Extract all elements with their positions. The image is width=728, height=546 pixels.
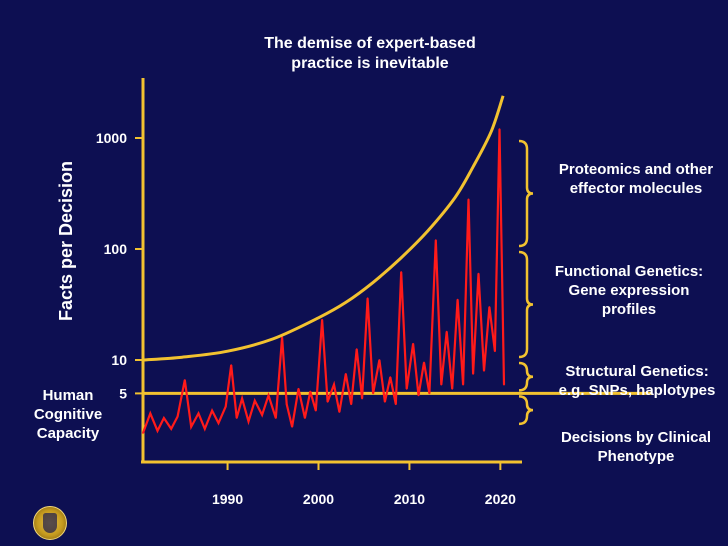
spike-point-48 xyxy=(434,239,437,242)
series-facts-spikes xyxy=(141,129,506,434)
spike-point-25 xyxy=(304,417,306,419)
spike-point-6 xyxy=(183,379,186,381)
university-seal-logo xyxy=(33,506,67,540)
annotation-clinical-line-1: Decisions by Clinical xyxy=(560,429,712,446)
y-tick-label-1000: 1000 xyxy=(96,130,127,146)
x-tick-label-2000: 2000 xyxy=(303,491,334,507)
spike-point-42 xyxy=(400,271,403,273)
annotation-proteomics-line-2: effector molecules xyxy=(569,180,703,197)
spike-point-22 xyxy=(285,403,288,406)
y-tick-label-5: 5 xyxy=(119,385,127,401)
spike-point-11 xyxy=(217,422,220,424)
spike-point-52 xyxy=(456,298,459,301)
annotation-structural-line-1: Structural Genetics: xyxy=(565,363,709,380)
spike-point-19 xyxy=(267,394,270,397)
spike-point-1 xyxy=(149,412,152,415)
x-tick-label-2020: 2020 xyxy=(485,491,516,507)
annotation-structural-line-2: e.g. SNPs, haplotypes xyxy=(558,382,716,399)
spike-point-30 xyxy=(333,383,335,386)
spike-point-47 xyxy=(428,392,431,395)
annotation-functional-line-3: profiles xyxy=(601,301,657,318)
spike-point-41 xyxy=(394,403,397,406)
y-tick-label-100: 100 xyxy=(104,241,128,257)
spike-point-49 xyxy=(440,383,443,386)
spike-point-43 xyxy=(405,387,408,390)
spike-point-45 xyxy=(417,394,420,397)
spike-point-7 xyxy=(190,425,193,428)
spike-point-46 xyxy=(423,361,425,364)
spike-point-54 xyxy=(467,198,470,201)
spike-point-60 xyxy=(498,128,501,131)
bracket-2 xyxy=(518,250,534,359)
human-capacity-label-line-3: Capacity xyxy=(36,425,100,442)
chart-title-line-2: practice is inevitable xyxy=(291,55,449,72)
spike-point-34 xyxy=(355,348,358,351)
spike-point-24 xyxy=(297,387,300,390)
spike-point-16 xyxy=(247,420,250,423)
spike-point-35 xyxy=(361,397,363,400)
spike-point-31 xyxy=(338,411,341,413)
spike-point-40 xyxy=(389,376,392,379)
spike-point-29 xyxy=(326,400,329,403)
spike-point-58 xyxy=(488,306,491,308)
spike-point-61 xyxy=(503,383,505,386)
spike-point-13 xyxy=(230,364,233,366)
envelope-curve xyxy=(142,95,505,362)
annotation-clinical-phenotype: Decisions by Clinical Phenotype xyxy=(550,428,722,466)
y-tick-label-10: 10 xyxy=(111,352,127,368)
spike-point-2 xyxy=(156,429,159,432)
spike-point-26 xyxy=(309,390,312,393)
spike-point-38 xyxy=(378,359,381,361)
annotation-structural-genetics: Structural Genetics: e.g. SNPs, haplotyp… xyxy=(548,362,726,400)
spike-point-33 xyxy=(350,403,353,406)
spike-point-51 xyxy=(451,387,454,390)
x-tick-label-2010: 2010 xyxy=(394,491,425,507)
annotation-proteomics: Proteomics and other effector molecules xyxy=(548,160,724,198)
spike-point-8 xyxy=(197,412,200,415)
spike-point-20 xyxy=(274,417,277,419)
spike-point-18 xyxy=(261,414,263,416)
spike-point-10 xyxy=(211,409,214,412)
annotation-proteomics-line-1: Proteomics and other xyxy=(558,161,714,178)
annotation-functional-line-1: Functional Genetics: xyxy=(554,263,704,280)
bracket-1 xyxy=(518,361,534,392)
spike-point-32 xyxy=(344,373,347,375)
spike-point-56 xyxy=(477,272,480,275)
bracket-3 xyxy=(518,139,534,248)
spike-point-4 xyxy=(170,427,173,430)
annotation-functional-genetics: Functional Genetics: Gene expression pro… xyxy=(545,262,713,319)
spike-point-12 xyxy=(224,405,227,408)
spike-point-5 xyxy=(176,415,179,418)
spike-point-15 xyxy=(241,397,244,400)
spike-point-53 xyxy=(462,383,464,386)
x-tick-label-1990: 1990 xyxy=(212,491,243,507)
spike-point-37 xyxy=(372,392,374,395)
chart-title-line-1: The demise of expert-based xyxy=(264,35,476,52)
spike-point-9 xyxy=(203,427,206,430)
spike-point-36 xyxy=(366,297,369,300)
spike-point-27 xyxy=(314,409,317,412)
spike-point-55 xyxy=(472,373,474,375)
spike-point-3 xyxy=(163,417,165,419)
human-capacity-label-line-1: Human xyxy=(42,387,94,404)
spike-point-23 xyxy=(291,425,293,428)
spike-point-57 xyxy=(483,369,485,372)
spike-point-0 xyxy=(142,432,144,434)
spike-point-17 xyxy=(253,399,256,402)
spike-point-59 xyxy=(494,350,496,353)
spike-point-28 xyxy=(321,318,323,321)
spike-point-50 xyxy=(445,330,448,333)
chart-title: The demise of expert-based practice is i… xyxy=(180,34,560,74)
spike-point-44 xyxy=(412,342,414,345)
annotation-clinical-line-2: Phenotype xyxy=(597,448,675,465)
spike-point-14 xyxy=(235,417,238,419)
annotation-functional-line-2: Gene expression xyxy=(568,282,690,299)
human-capacity-label: Human Cognitive Capacity xyxy=(20,386,116,443)
human-capacity-label-line-2: Cognitive xyxy=(33,406,103,423)
spike-point-39 xyxy=(384,400,386,403)
bracket-0 xyxy=(518,395,534,426)
